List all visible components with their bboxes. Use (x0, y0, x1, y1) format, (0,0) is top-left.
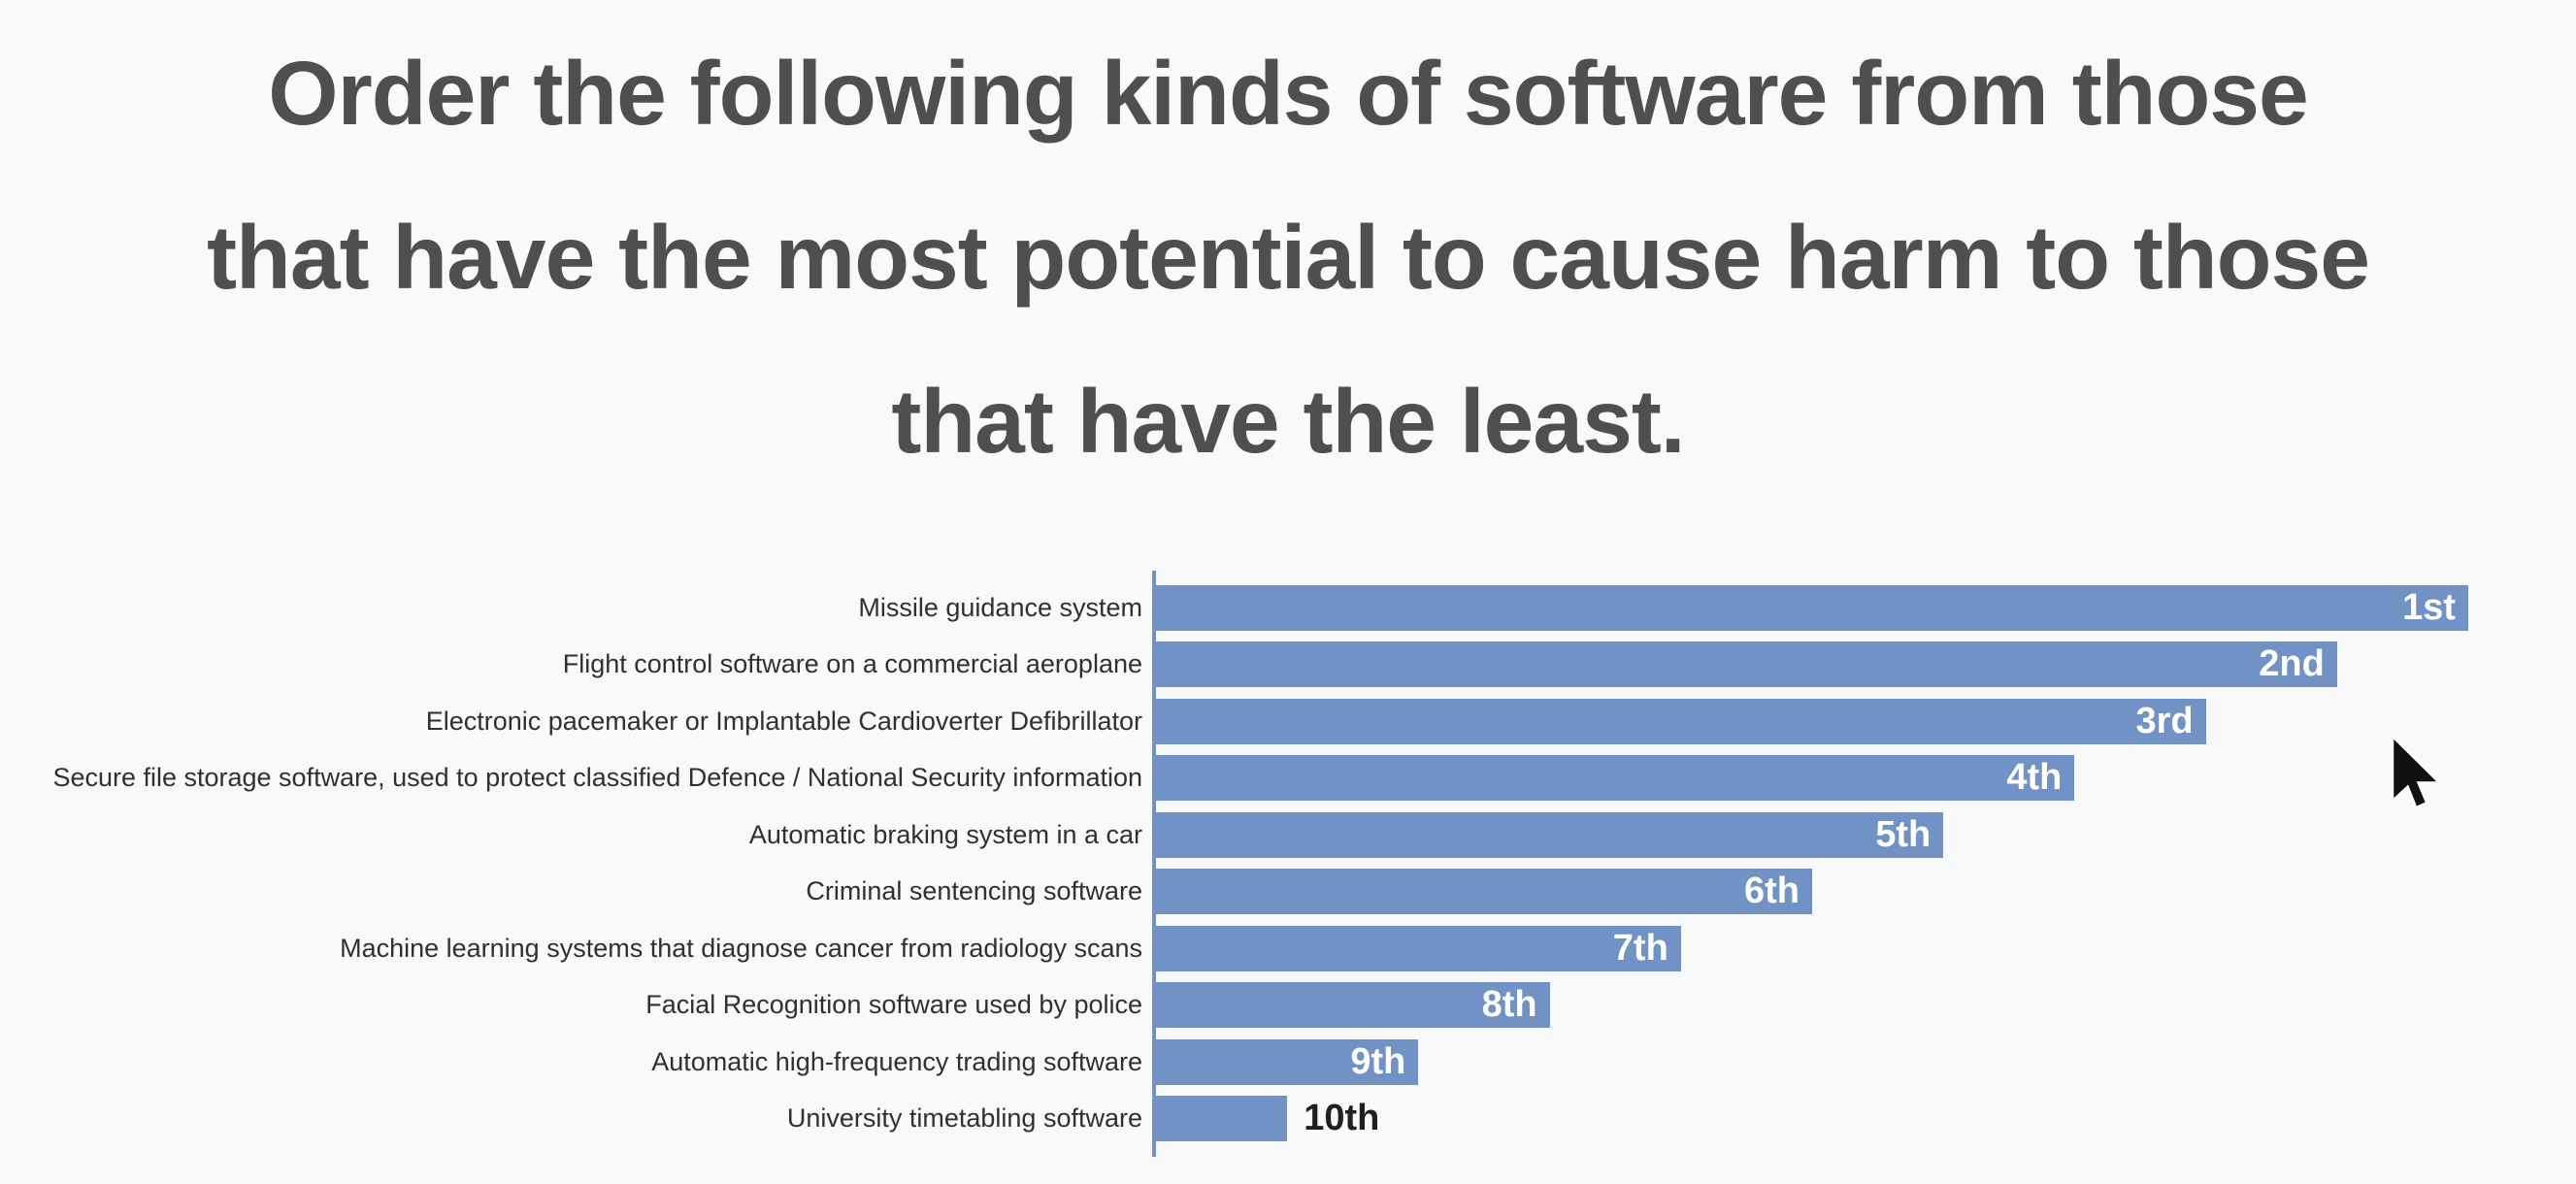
bar: 8th (1156, 982, 1550, 1029)
bar: 6th (1156, 869, 1812, 915)
bar: 5th (1156, 811, 1944, 858)
chart-row: Flight control software on a commercial … (39, 637, 2537, 694)
page-title: Order the following kinds of software fr… (0, 12, 2576, 504)
category-label: Missile guidance system (858, 592, 1142, 622)
title-line-1: Order the following kinds of software fr… (268, 43, 2309, 144)
chart-row: Secure file storage software, used to pr… (39, 750, 2537, 807)
rank-label: 6th (1744, 871, 1800, 912)
rank-label: 9th (1350, 1040, 1406, 1082)
bar-track: 2nd (1156, 641, 2337, 688)
chart-row: Electronic pacemaker or Implantable Card… (39, 693, 2537, 750)
bar-track: 8th (1156, 982, 1550, 1029)
category-label: Facial Recognition software used by poli… (645, 990, 1142, 1020)
chart-row: University timetabling software 10th (39, 1091, 2537, 1148)
rank-label: 5th (1875, 813, 1932, 855)
rank-label: 4th (2006, 757, 2063, 799)
category-label: Secure file storage software, used to pr… (52, 763, 1142, 793)
bar: 1st (1156, 584, 2468, 631)
chart-row: Automatic braking system in a car 5th (39, 806, 2537, 864)
category-label: Electronic pacemaker or Implantable Card… (425, 706, 1142, 736)
ranking-bar-chart: Missile guidance system 1st Flight contr… (39, 579, 2537, 1147)
category-label: University timetabling software (786, 1103, 1142, 1134)
bar-track: 10th (1156, 1096, 1380, 1142)
category-label: Criminal sentencing software (806, 876, 1142, 906)
chart-row: Facial Recognition software used by poli… (39, 977, 2537, 1035)
bar: 9th (1156, 1038, 1419, 1085)
chart-row: Criminal sentencing software 6th (39, 864, 2537, 921)
bar: 2nd (1156, 641, 2337, 688)
chart-row: Machine learning systems that diagnose c… (39, 920, 2537, 977)
bar-track: 7th (1156, 925, 1681, 971)
rank-label-outside: 10th (1304, 1098, 1380, 1139)
rank-label: 8th (1481, 984, 1537, 1026)
y-axis-line (1152, 571, 1156, 1157)
category-label: Automatic high-frequency trading softwar… (651, 1046, 1142, 1076)
bar-track: 1st (1156, 584, 2468, 631)
title-line-3: that have the least. (891, 371, 1685, 472)
category-label: Flight control software on a commercial … (562, 649, 1142, 679)
chart-row: Automatic high-frequency trading softwar… (39, 1034, 2537, 1091)
chart-row: Missile guidance system 1st (39, 579, 2537, 637)
bar-track: 4th (1156, 755, 2075, 802)
rank-label: 1st (2402, 586, 2456, 628)
category-label: Automatic braking system in a car (748, 819, 1142, 849)
bar-track: 6th (1156, 869, 1812, 915)
bar: 7th (1156, 925, 1681, 971)
title-line-2: that have the most potential to cause ha… (207, 207, 2370, 308)
rank-label: 2nd (2259, 643, 2325, 685)
bar: 4th (1156, 755, 2075, 802)
bar (1156, 1096, 1288, 1142)
rank-label: 7th (1612, 927, 1668, 969)
rank-label: 3rd (2135, 700, 2194, 741)
bar: 3rd (1156, 698, 2206, 744)
bar-track: 9th (1156, 1038, 1419, 1085)
bar-track: 5th (1156, 811, 1944, 858)
bar-track: 3rd (1156, 698, 2206, 744)
category-label: Machine learning systems that diagnose c… (340, 933, 1142, 963)
